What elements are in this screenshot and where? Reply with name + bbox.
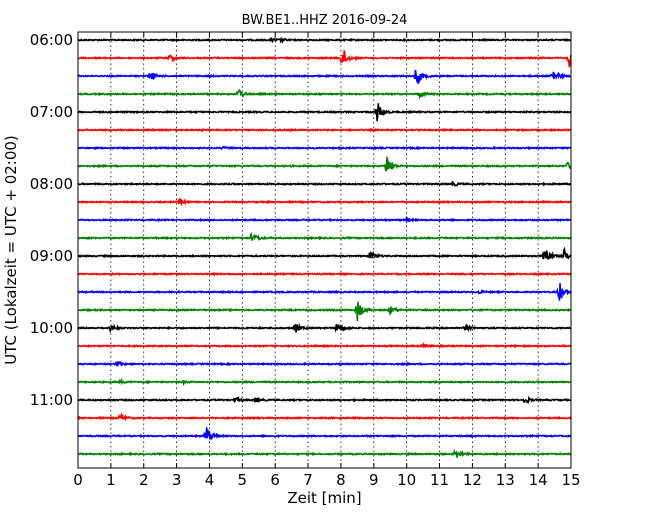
trace-07:00	[77, 103, 572, 122]
trace-08:45	[77, 231, 572, 242]
trace-06:15	[77, 50, 572, 68]
trace-11:45	[77, 448, 572, 458]
y-tick-label-5: 11:00	[30, 391, 73, 409]
x-tick-label-4: 4	[205, 471, 215, 489]
trace-08:00	[77, 181, 572, 187]
x-tick-label-12: 12	[463, 471, 482, 489]
x-tick-label-15: 15	[561, 471, 580, 489]
trace-06:30	[77, 69, 572, 85]
trace-10:00	[77, 322, 572, 334]
x-tick-label-8: 8	[336, 471, 346, 489]
x-axis-ticks: 0 1 2 3 4 5 6 7 8 9 10 11 12 13 14 15	[73, 32, 581, 489]
x-tick-label-5: 5	[238, 471, 248, 489]
y-axis-ticks: 06:00 07:00 08:00 09:00 10:00 11:00	[30, 31, 571, 409]
trace-09:15	[77, 271, 572, 277]
y-tick-label-3: 09:00	[30, 247, 73, 265]
trace-10:15	[77, 342, 572, 349]
trace-06:00	[77, 36, 572, 45]
y-tick-label-2: 08:00	[30, 175, 73, 193]
x-tick-label-6: 6	[270, 471, 280, 489]
trace-11:30	[77, 427, 572, 440]
y-tick-label-0: 06:00	[30, 31, 73, 49]
trace-11:15	[77, 412, 572, 422]
trace-10:30	[77, 360, 572, 367]
trace-07:30	[77, 145, 572, 151]
grid-lines	[110, 32, 539, 468]
y-axis-label: UTC (Lokalzeit = UTC + 02:00)	[2, 135, 20, 365]
trace-07:15	[77, 127, 572, 133]
trace-06:45	[77, 89, 572, 100]
trace-08:30	[77, 216, 572, 224]
x-tick-label-14: 14	[529, 471, 548, 489]
trace-08:15	[77, 197, 572, 207]
x-tick-label-1: 1	[106, 471, 116, 489]
trace-10:45	[77, 377, 572, 387]
plot-frame	[77, 31, 572, 469]
x-tick-label-10: 10	[397, 471, 416, 489]
x-tick-label-7: 7	[303, 471, 313, 489]
x-axis-label: Zeit [min]	[287, 489, 361, 507]
trace-09:00	[77, 246, 572, 261]
seismogram-traces	[77, 36, 572, 458]
y-tick-label-4: 10:00	[30, 319, 73, 337]
x-tick-label-13: 13	[496, 471, 515, 489]
trace-11:00	[77, 395, 572, 404]
x-tick-label-9: 9	[369, 471, 379, 489]
x-tick-label-2: 2	[139, 471, 149, 489]
y-tick-label-1: 07:00	[30, 103, 73, 121]
x-tick-label-11: 11	[430, 471, 449, 489]
x-tick-label-0: 0	[73, 471, 83, 489]
trace-09:30	[77, 283, 572, 301]
chart-title: BW.BE1..HHZ 2016-09-24	[242, 13, 408, 28]
x-tick-label-3: 3	[172, 471, 182, 489]
trace-09:45	[77, 301, 572, 322]
trace-07:45	[77, 155, 572, 172]
